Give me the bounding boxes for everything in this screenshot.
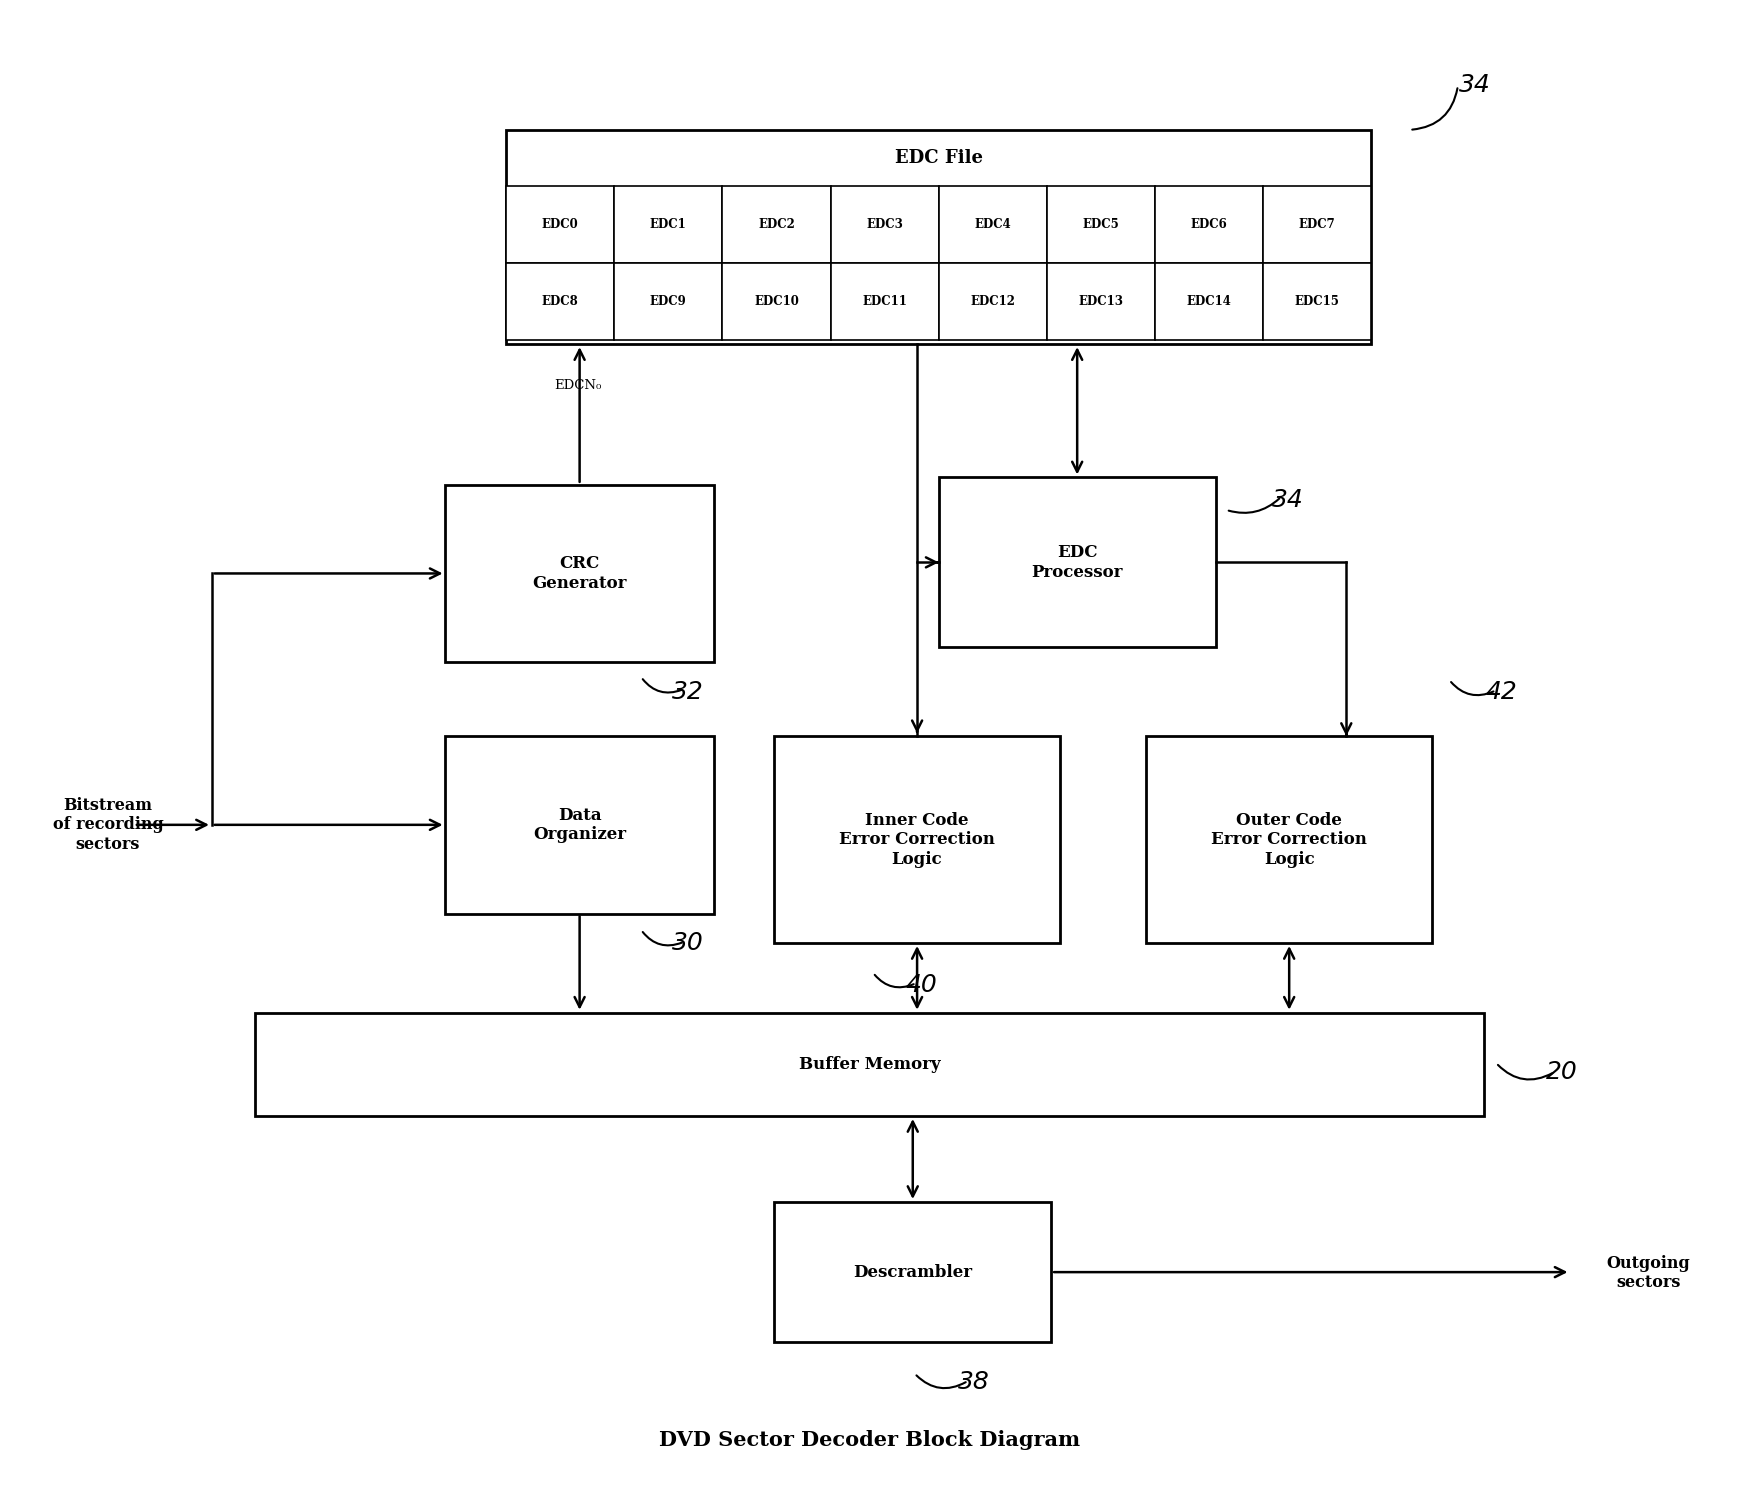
Bar: [1047, 263, 1155, 341]
Text: 40: 40: [906, 972, 937, 996]
Bar: [506, 129, 1372, 345]
Bar: [1263, 263, 1372, 341]
Text: EDC3: EDC3: [866, 219, 903, 230]
Bar: [722, 263, 831, 341]
Bar: [445, 485, 713, 662]
Text: Data
Organizer: Data Organizer: [534, 806, 626, 843]
Bar: [774, 1201, 1050, 1343]
Text: EDC10: EDC10: [755, 294, 798, 308]
Text: EDC6: EDC6: [1191, 219, 1228, 230]
Text: EDC13: EDC13: [1078, 294, 1123, 308]
Bar: [1155, 186, 1263, 263]
Text: Bitstream
of recording
sectors: Bitstream of recording sectors: [52, 797, 163, 854]
Text: EDCN₀: EDCN₀: [555, 379, 602, 393]
Text: EDC1: EDC1: [650, 219, 687, 230]
Text: CRC
Generator: CRC Generator: [532, 555, 626, 592]
Text: DVD Sector Decoder Block Diagram: DVD Sector Decoder Block Diagram: [659, 1430, 1080, 1450]
Text: Outgoing
sectors: Outgoing sectors: [1607, 1255, 1690, 1291]
Bar: [614, 186, 722, 263]
Text: EDC0: EDC0: [543, 219, 579, 230]
Bar: [939, 263, 1047, 341]
Text: EDC File: EDC File: [896, 149, 983, 167]
Bar: [939, 477, 1216, 647]
Text: EDC8: EDC8: [543, 294, 579, 308]
Text: EDC14: EDC14: [1186, 294, 1231, 308]
Text: 42: 42: [1485, 680, 1516, 703]
Text: EDC11: EDC11: [863, 294, 908, 308]
Text: EDC4: EDC4: [974, 219, 1010, 230]
Text: Inner Code
Error Correction
Logic: Inner Code Error Correction Logic: [840, 812, 995, 868]
Text: 38: 38: [958, 1371, 989, 1395]
Text: Descrambler: Descrambler: [854, 1264, 972, 1280]
Text: 20: 20: [1546, 1060, 1577, 1084]
Bar: [774, 736, 1059, 943]
Text: EDC12: EDC12: [970, 294, 1016, 308]
Bar: [506, 263, 614, 341]
Text: EDC2: EDC2: [758, 219, 795, 230]
Bar: [939, 186, 1047, 263]
Text: 34: 34: [1459, 73, 1490, 98]
Bar: [1047, 186, 1155, 263]
Bar: [831, 186, 939, 263]
Bar: [831, 263, 939, 341]
Text: EDC7: EDC7: [1299, 219, 1336, 230]
Text: 32: 32: [671, 680, 704, 703]
Text: EDC15: EDC15: [1296, 294, 1339, 308]
Text: EDC
Processor: EDC Processor: [1031, 544, 1123, 580]
Bar: [256, 1013, 1483, 1117]
Text: EDC5: EDC5: [1083, 219, 1120, 230]
Text: 30: 30: [671, 931, 704, 955]
Text: EDC9: EDC9: [650, 294, 687, 308]
Text: Buffer Memory: Buffer Memory: [798, 1056, 941, 1074]
Bar: [614, 263, 722, 341]
Bar: [1263, 186, 1372, 263]
Bar: [1146, 736, 1431, 943]
Bar: [1155, 263, 1263, 341]
Bar: [506, 186, 614, 263]
Bar: [445, 736, 713, 913]
Bar: [722, 186, 831, 263]
Text: 34: 34: [1273, 488, 1304, 512]
Text: Outer Code
Error Correction
Logic: Outer Code Error Correction Logic: [1212, 812, 1367, 868]
